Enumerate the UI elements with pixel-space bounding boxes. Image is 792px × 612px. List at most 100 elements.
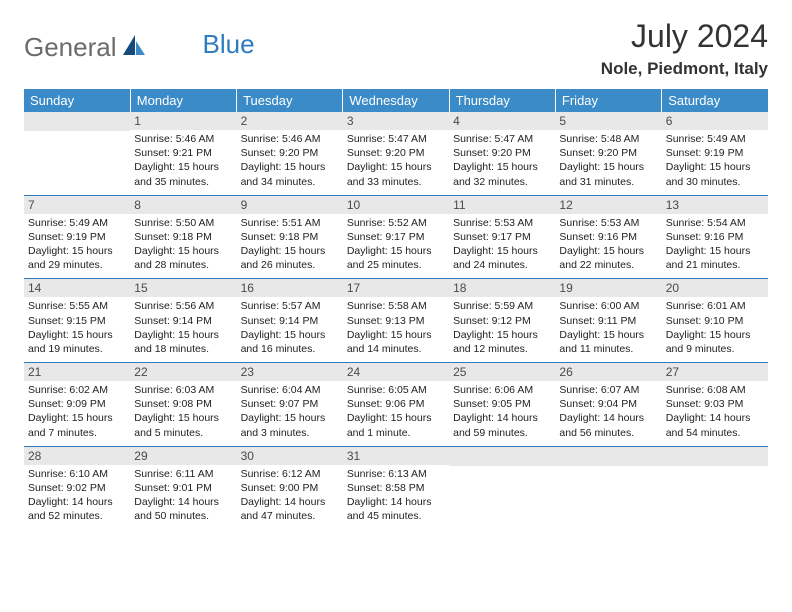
logo-text-blue: Blue bbox=[203, 29, 255, 60]
day-number: 28 bbox=[24, 447, 130, 465]
sunrise-line: Sunrise: 5:55 AM bbox=[28, 299, 126, 313]
daylight-line: Daylight: 15 hours and 30 minutes. bbox=[666, 160, 764, 188]
calendar-week-row: 1Sunrise: 5:46 AMSunset: 9:21 PMDaylight… bbox=[24, 112, 768, 195]
sunset-line: Sunset: 9:12 PM bbox=[453, 314, 551, 328]
weekday-header: Friday bbox=[555, 89, 661, 112]
sunrise-line: Sunrise: 6:02 AM bbox=[28, 383, 126, 397]
day-number: 26 bbox=[555, 363, 661, 381]
sunset-line: Sunset: 9:01 PM bbox=[134, 481, 232, 495]
sunrise-line: Sunrise: 5:47 AM bbox=[453, 132, 551, 146]
day-details: Sunrise: 5:59 AMSunset: 9:12 PMDaylight:… bbox=[449, 297, 555, 362]
calendar-cell: 30Sunrise: 6:12 AMSunset: 9:00 PMDayligh… bbox=[237, 446, 343, 529]
sunset-line: Sunset: 9:04 PM bbox=[559, 397, 657, 411]
sunset-line: Sunset: 9:20 PM bbox=[347, 146, 445, 160]
daylight-line: Daylight: 15 hours and 19 minutes. bbox=[28, 328, 126, 356]
daylight-line: Daylight: 14 hours and 59 minutes. bbox=[453, 411, 551, 439]
sunset-line: Sunset: 9:07 PM bbox=[241, 397, 339, 411]
day-details: Sunrise: 6:03 AMSunset: 9:08 PMDaylight:… bbox=[130, 381, 236, 446]
sunset-line: Sunset: 9:10 PM bbox=[666, 314, 764, 328]
daylight-line: Daylight: 15 hours and 3 minutes. bbox=[241, 411, 339, 439]
day-number: 12 bbox=[555, 196, 661, 214]
sunset-line: Sunset: 9:14 PM bbox=[241, 314, 339, 328]
day-number: 17 bbox=[343, 279, 449, 297]
day-number: 19 bbox=[555, 279, 661, 297]
day-details: Sunrise: 5:47 AMSunset: 9:20 PMDaylight:… bbox=[449, 130, 555, 195]
calendar-cell: 23Sunrise: 6:04 AMSunset: 9:07 PMDayligh… bbox=[237, 363, 343, 447]
sunrise-line: Sunrise: 5:51 AM bbox=[241, 216, 339, 230]
day-details: Sunrise: 5:47 AMSunset: 9:20 PMDaylight:… bbox=[343, 130, 449, 195]
day-details: Sunrise: 5:48 AMSunset: 9:20 PMDaylight:… bbox=[555, 130, 661, 195]
day-details: Sunrise: 5:58 AMSunset: 9:13 PMDaylight:… bbox=[343, 297, 449, 362]
logo-text-general: General bbox=[24, 32, 117, 63]
sunset-line: Sunset: 9:17 PM bbox=[347, 230, 445, 244]
calendar-cell bbox=[555, 446, 661, 529]
daylight-line: Daylight: 15 hours and 11 minutes. bbox=[559, 328, 657, 356]
sunset-line: Sunset: 9:18 PM bbox=[134, 230, 232, 244]
daylight-line: Daylight: 15 hours and 16 minutes. bbox=[241, 328, 339, 356]
calendar-cell: 9Sunrise: 5:51 AMSunset: 9:18 PMDaylight… bbox=[237, 195, 343, 279]
weekday-header: Thursday bbox=[449, 89, 555, 112]
sunset-line: Sunset: 9:20 PM bbox=[453, 146, 551, 160]
day-details: Sunrise: 5:53 AMSunset: 9:16 PMDaylight:… bbox=[555, 214, 661, 279]
day-details: Sunrise: 5:46 AMSunset: 9:20 PMDaylight:… bbox=[237, 130, 343, 195]
day-details: Sunrise: 6:11 AMSunset: 9:01 PMDaylight:… bbox=[130, 465, 236, 530]
empty-day bbox=[555, 447, 661, 466]
day-number: 22 bbox=[130, 363, 236, 381]
day-number: 14 bbox=[24, 279, 130, 297]
calendar-cell: 19Sunrise: 6:00 AMSunset: 9:11 PMDayligh… bbox=[555, 279, 661, 363]
sunset-line: Sunset: 9:03 PM bbox=[666, 397, 764, 411]
day-details: Sunrise: 6:06 AMSunset: 9:05 PMDaylight:… bbox=[449, 381, 555, 446]
day-number: 1 bbox=[130, 112, 236, 130]
sunset-line: Sunset: 9:13 PM bbox=[347, 314, 445, 328]
daylight-line: Daylight: 15 hours and 28 minutes. bbox=[134, 244, 232, 272]
sunset-line: Sunset: 9:06 PM bbox=[347, 397, 445, 411]
daylight-line: Daylight: 15 hours and 14 minutes. bbox=[347, 328, 445, 356]
calendar-cell: 11Sunrise: 5:53 AMSunset: 9:17 PMDayligh… bbox=[449, 195, 555, 279]
page-header: General Blue July 2024 Nole, Piedmont, I… bbox=[24, 18, 768, 79]
calendar-cell: 12Sunrise: 5:53 AMSunset: 9:16 PMDayligh… bbox=[555, 195, 661, 279]
sunset-line: Sunset: 9:16 PM bbox=[559, 230, 657, 244]
sunrise-line: Sunrise: 5:59 AM bbox=[453, 299, 551, 313]
day-number: 21 bbox=[24, 363, 130, 381]
weekday-header: Tuesday bbox=[237, 89, 343, 112]
day-details: Sunrise: 5:56 AMSunset: 9:14 PMDaylight:… bbox=[130, 297, 236, 362]
daylight-line: Daylight: 15 hours and 29 minutes. bbox=[28, 244, 126, 272]
day-details: Sunrise: 5:46 AMSunset: 9:21 PMDaylight:… bbox=[130, 130, 236, 195]
daylight-line: Daylight: 14 hours and 50 minutes. bbox=[134, 495, 232, 523]
day-details: Sunrise: 6:12 AMSunset: 9:00 PMDaylight:… bbox=[237, 465, 343, 530]
calendar-cell: 14Sunrise: 5:55 AMSunset: 9:15 PMDayligh… bbox=[24, 279, 130, 363]
month-title: July 2024 bbox=[601, 18, 768, 55]
daylight-line: Daylight: 15 hours and 21 minutes. bbox=[666, 244, 764, 272]
day-number: 6 bbox=[662, 112, 768, 130]
calendar-head: SundayMondayTuesdayWednesdayThursdayFrid… bbox=[24, 89, 768, 112]
calendar-cell bbox=[24, 112, 130, 195]
sunset-line: Sunset: 9:19 PM bbox=[28, 230, 126, 244]
sunset-line: Sunset: 9:20 PM bbox=[559, 146, 657, 160]
daylight-line: Daylight: 15 hours and 24 minutes. bbox=[453, 244, 551, 272]
sunset-line: Sunset: 9:19 PM bbox=[666, 146, 764, 160]
daylight-line: Daylight: 15 hours and 9 minutes. bbox=[666, 328, 764, 356]
day-details: Sunrise: 5:50 AMSunset: 9:18 PMDaylight:… bbox=[130, 214, 236, 279]
weekday-header: Sunday bbox=[24, 89, 130, 112]
empty-day bbox=[449, 447, 555, 466]
sunset-line: Sunset: 9:16 PM bbox=[666, 230, 764, 244]
daylight-line: Daylight: 15 hours and 5 minutes. bbox=[134, 411, 232, 439]
calendar-body: 1Sunrise: 5:46 AMSunset: 9:21 PMDaylight… bbox=[24, 112, 768, 529]
day-number: 8 bbox=[130, 196, 236, 214]
calendar-cell: 13Sunrise: 5:54 AMSunset: 9:16 PMDayligh… bbox=[662, 195, 768, 279]
empty-day bbox=[662, 447, 768, 466]
calendar-cell: 21Sunrise: 6:02 AMSunset: 9:09 PMDayligh… bbox=[24, 363, 130, 447]
day-number: 13 bbox=[662, 196, 768, 214]
day-number: 4 bbox=[449, 112, 555, 130]
daylight-line: Daylight: 14 hours and 45 minutes. bbox=[347, 495, 445, 523]
daylight-line: Daylight: 15 hours and 33 minutes. bbox=[347, 160, 445, 188]
sunrise-line: Sunrise: 5:52 AM bbox=[347, 216, 445, 230]
calendar-cell: 31Sunrise: 6:13 AMSunset: 8:58 PMDayligh… bbox=[343, 446, 449, 529]
day-number: 11 bbox=[449, 196, 555, 214]
calendar-cell: 17Sunrise: 5:58 AMSunset: 9:13 PMDayligh… bbox=[343, 279, 449, 363]
sunrise-line: Sunrise: 5:46 AM bbox=[134, 132, 232, 146]
sunrise-line: Sunrise: 5:53 AM bbox=[453, 216, 551, 230]
sunrise-line: Sunrise: 6:03 AM bbox=[134, 383, 232, 397]
sunrise-line: Sunrise: 5:48 AM bbox=[559, 132, 657, 146]
daylight-line: Daylight: 15 hours and 32 minutes. bbox=[453, 160, 551, 188]
